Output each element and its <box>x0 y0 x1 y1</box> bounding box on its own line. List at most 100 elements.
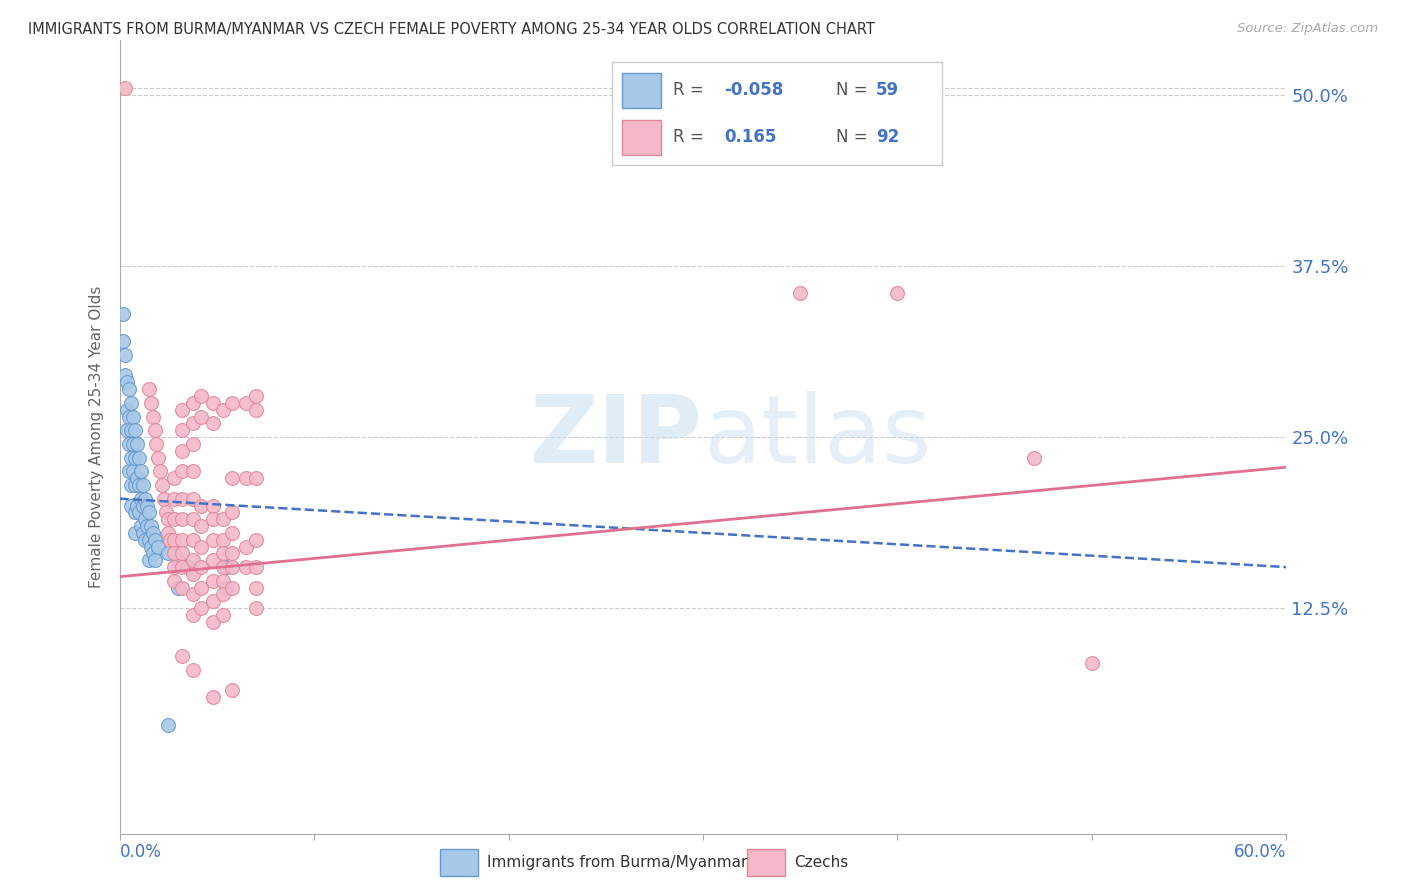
Text: 92: 92 <box>876 128 900 146</box>
Point <box>190 560 212 574</box>
Point <box>170 464 193 478</box>
Point <box>215 581 238 595</box>
Text: ZIP: ZIP <box>530 391 703 483</box>
Point <box>183 417 205 431</box>
Point <box>211 574 233 588</box>
Point <box>124 505 146 519</box>
Point <box>215 560 238 574</box>
Point <box>153 491 176 506</box>
Point <box>157 717 180 731</box>
Point <box>157 512 180 526</box>
Point <box>183 587 205 601</box>
Point <box>221 683 243 698</box>
Point <box>138 553 160 567</box>
Point <box>211 512 233 526</box>
Point <box>143 553 166 567</box>
Point <box>170 533 193 547</box>
Point <box>201 615 224 629</box>
Point <box>221 546 243 560</box>
Point <box>201 533 224 547</box>
Text: Immigrants from Burma/Myanmar: Immigrants from Burma/Myanmar <box>486 855 747 870</box>
Point <box>124 478 146 492</box>
Point <box>138 382 160 396</box>
Point <box>221 581 243 595</box>
Point <box>132 499 155 513</box>
Point <box>190 540 212 554</box>
Text: 0.0%: 0.0% <box>120 843 162 861</box>
Point <box>120 478 142 492</box>
Point <box>129 491 152 506</box>
Text: IMMIGRANTS FROM BURMA/MYANMAR VS CZECH FEMALE POVERTY AMONG 25-34 YEAR OLDS CORR: IMMIGRANTS FROM BURMA/MYANMAR VS CZECH F… <box>28 22 875 37</box>
Point <box>135 499 157 513</box>
Point <box>211 607 233 622</box>
Point <box>201 512 224 526</box>
Point <box>129 519 152 533</box>
Point <box>125 471 148 485</box>
Point <box>143 423 166 437</box>
Point <box>159 533 181 547</box>
Text: Source: ZipAtlas.com: Source: ZipAtlas.com <box>1237 22 1378 36</box>
Point <box>170 423 193 437</box>
Point <box>201 499 224 513</box>
Point <box>142 409 165 424</box>
Point <box>114 348 136 362</box>
Point <box>190 581 212 595</box>
Point <box>170 491 193 506</box>
Point <box>170 581 193 595</box>
Point <box>183 663 205 677</box>
Point <box>132 525 155 540</box>
Point <box>166 553 188 567</box>
Point <box>112 334 135 349</box>
Point <box>170 443 193 458</box>
Point <box>211 546 233 560</box>
Point <box>129 464 152 478</box>
Point <box>122 437 145 451</box>
Point <box>142 546 165 560</box>
Text: Czechs: Czechs <box>794 855 848 870</box>
Point <box>163 560 186 574</box>
Point <box>1022 450 1045 465</box>
Point <box>221 560 243 574</box>
Point <box>124 423 146 437</box>
Point <box>163 574 186 588</box>
Point <box>183 437 205 451</box>
Point <box>183 553 205 567</box>
Point <box>190 499 212 513</box>
Point <box>211 560 233 574</box>
Point <box>245 560 267 574</box>
Point <box>166 581 188 595</box>
Point <box>120 396 142 410</box>
Point <box>163 491 186 506</box>
Point <box>221 505 243 519</box>
Text: atlas: atlas <box>703 391 931 483</box>
Point <box>112 307 135 321</box>
Point <box>190 519 212 533</box>
Point <box>149 464 172 478</box>
Bar <box>747 849 785 876</box>
Point <box>211 402 233 417</box>
Text: R =: R = <box>672 81 709 99</box>
Point <box>128 450 150 465</box>
Point <box>117 423 139 437</box>
Point <box>245 402 267 417</box>
Point <box>190 409 212 424</box>
Point <box>1081 656 1104 670</box>
Point <box>170 512 193 526</box>
Point <box>122 409 145 424</box>
Point <box>190 601 212 615</box>
Text: R =: R = <box>672 128 709 146</box>
Point <box>142 525 165 540</box>
Point <box>245 601 267 615</box>
Point <box>143 533 166 547</box>
Point <box>201 553 224 567</box>
Point <box>176 560 198 574</box>
Point <box>117 376 139 390</box>
Point <box>245 533 267 547</box>
Point <box>157 525 180 540</box>
Point <box>134 533 156 547</box>
Text: N =: N = <box>837 128 873 146</box>
Point <box>211 533 233 547</box>
Point <box>235 540 257 554</box>
Point <box>201 690 224 705</box>
Point <box>201 574 224 588</box>
